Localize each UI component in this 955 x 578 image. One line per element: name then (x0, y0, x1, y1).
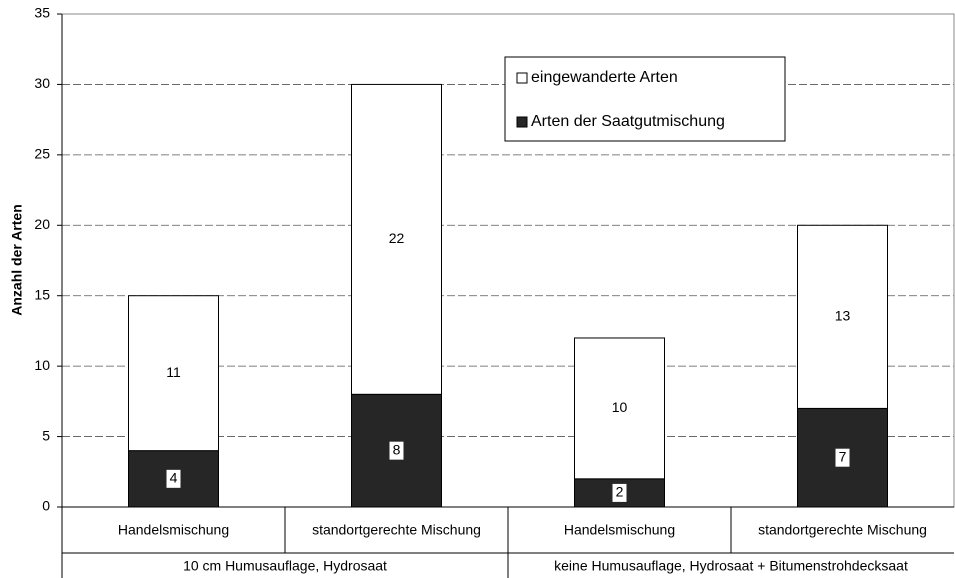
x-tick-label: standortgerechte Mischung (312, 522, 481, 538)
data-label: 13 (835, 308, 851, 324)
legend-label: Arten der Saatgutmischung (531, 113, 725, 130)
group-label: 10 cm Humusauflage, Hydrosaat (183, 558, 387, 574)
bar-segment (574, 478, 665, 508)
y-tick-label: 0 (42, 498, 50, 514)
y-axis-label: Anzahl der Arten (9, 204, 25, 316)
y-tick-label: 30 (34, 75, 50, 91)
y-tick-label: 15 (34, 286, 50, 302)
data-label: 22 (389, 230, 405, 246)
data-label: 8 (393, 441, 401, 457)
y-tick-label: 5 (42, 427, 50, 443)
x-tick-label: standortgerechte Mischung (758, 522, 927, 538)
data-label: 2 (616, 484, 624, 500)
x-tick-label: Handelsmischung (564, 522, 675, 538)
bar-segment (351, 83, 442, 395)
label-bg (389, 441, 404, 460)
label-bg (835, 448, 850, 467)
y-tick-label: 35 (34, 5, 50, 21)
data-label: 10 (612, 399, 628, 415)
legend-swatch (516, 72, 528, 84)
legend-label: eingewanderte Arten (531, 69, 678, 86)
y-tick-label: 20 (34, 216, 50, 232)
data-label: 7 (839, 448, 847, 464)
data-label: 4 (170, 470, 178, 486)
label-bg (612, 483, 627, 502)
bar-segment (797, 224, 888, 409)
y-tick-label: 25 (34, 146, 50, 162)
label-bg (166, 469, 181, 488)
legend: eingewanderte Arten Arten der Saatgutmisc… (504, 56, 786, 142)
data-label: 11 (166, 364, 181, 380)
x-tick-label: Handelsmischung (118, 522, 229, 538)
bar-segment (574, 337, 665, 480)
bar-segment (128, 295, 219, 452)
legend-swatch (516, 116, 528, 128)
group-label: keine Humusauflage, Hydrosaat + Bitumens… (554, 558, 908, 574)
legend-box (504, 56, 786, 142)
y-tick-label: 10 (34, 357, 50, 373)
